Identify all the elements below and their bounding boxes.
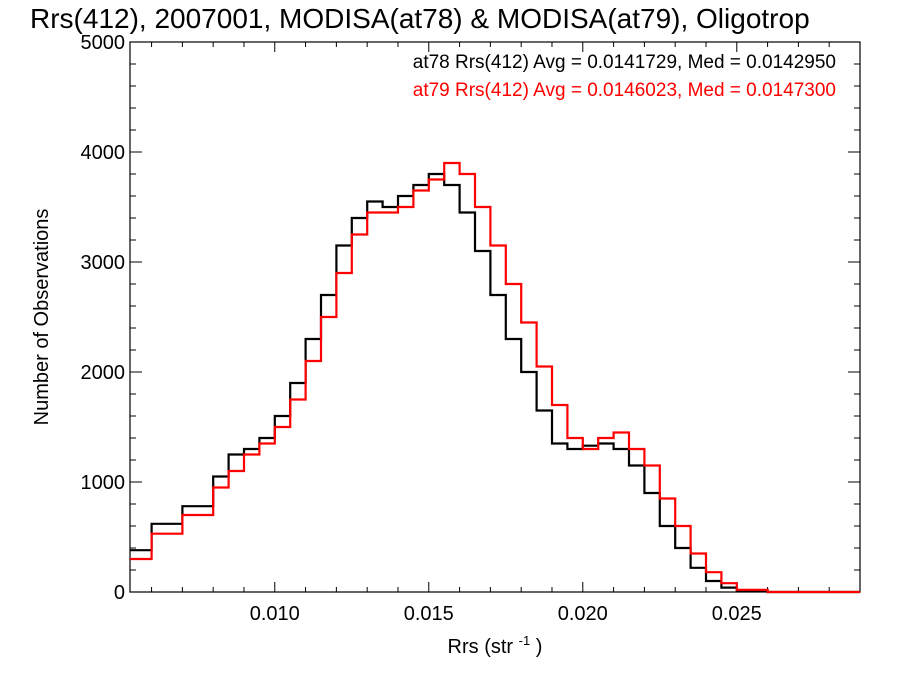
y-tick-label: 5000: [81, 32, 126, 54]
legend-entry-at79: at79 Rrs(412) Avg = 0.0146023, Med = 0.0…: [413, 80, 836, 101]
y-tick-label: 0: [114, 582, 125, 604]
y-tick-label: 3000: [81, 252, 126, 274]
y-axis-label: Number of Observations: [31, 209, 53, 426]
x-axis-label-main: Rrs (str: [448, 636, 514, 658]
y-axis-ticks: 0 1000 2000 3000 4000 5000: [81, 32, 860, 604]
series-line-at79: [130, 161, 860, 594]
y-tick-label: 4000: [81, 142, 126, 164]
x-axis-label-close: ): [536, 636, 543, 658]
x-tick-label: 0.020: [558, 603, 608, 625]
x-tick-label: 0.025: [712, 603, 762, 625]
chart-title: Rrs(412), 2007001, MODISA(at78) & MODISA…: [30, 3, 810, 34]
x-tick-label: 0.010: [250, 603, 300, 625]
plot-frame: [129, 41, 861, 593]
series-layer: [130, 161, 860, 594]
series-line-at78: [130, 172, 860, 594]
x-axis-label-superscript: -1: [519, 633, 531, 648]
x-tick-label: 0.015: [404, 603, 454, 625]
x-axis-ticks: 0.010 0.015 0.020 0.025: [151, 42, 861, 625]
y-tick-label: 1000: [81, 472, 126, 494]
x-axis-label: Rrs (str -1 ): [448, 628, 543, 658]
legend-entry-at78: at78 Rrs(412) Avg = 0.0141729, Med = 0.0…: [413, 52, 836, 73]
y-tick-label: 2000: [81, 362, 126, 384]
